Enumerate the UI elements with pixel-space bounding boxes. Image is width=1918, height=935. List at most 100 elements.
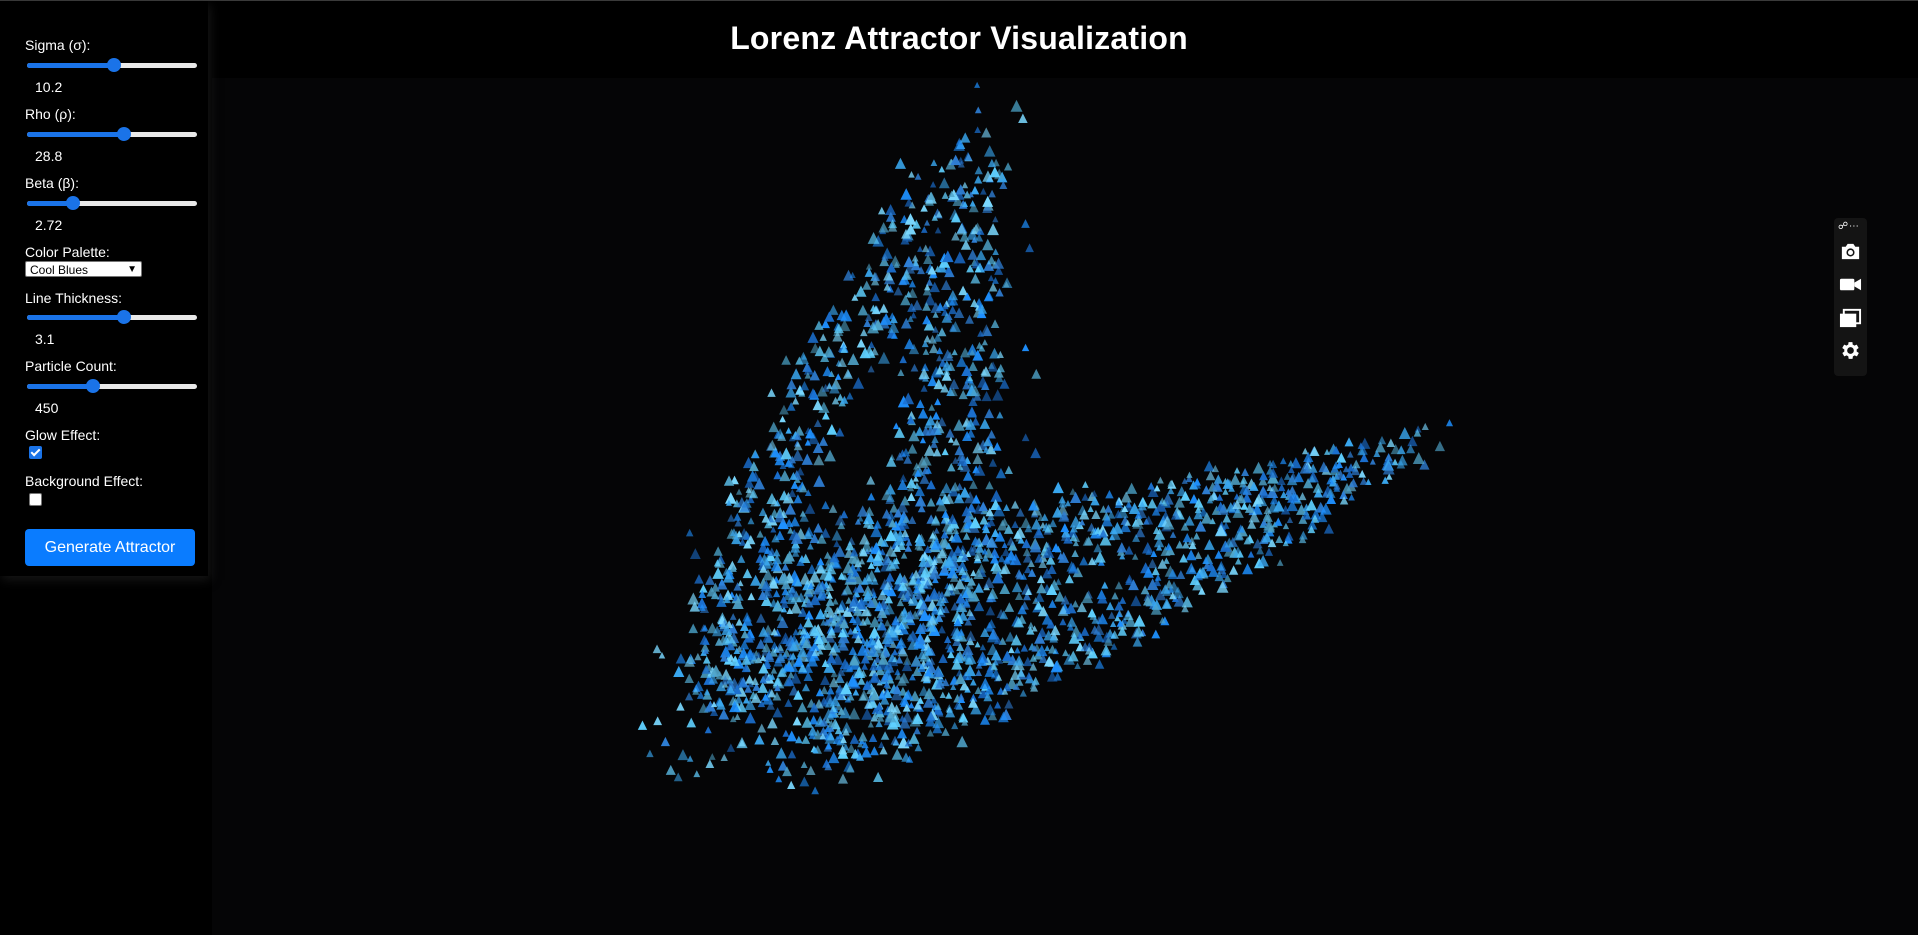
link-icon[interactable]: ☍ (1838, 221, 1848, 232)
palette-select[interactable]: Cool Blues ▼ (25, 261, 142, 277)
attractor-particle (793, 441, 803, 451)
attractor-particle (1048, 599, 1057, 608)
attractor-particle (945, 542, 953, 550)
attractor-particle (782, 492, 795, 504)
attractor-particle (722, 571, 735, 583)
attractor-particle (673, 665, 685, 678)
attractor-particle (959, 605, 967, 612)
attractor-particle (1025, 243, 1034, 253)
attractor-canvas[interactable] (212, 78, 1918, 935)
attractor-particle (879, 303, 889, 313)
attractor-particle (1001, 650, 1013, 662)
attractor-particle (1069, 533, 1078, 541)
attractor-particle (803, 364, 814, 375)
attractor-particle (751, 471, 760, 480)
attractor-particle (901, 268, 913, 280)
attractor-particle (924, 219, 931, 226)
attractor-particle (932, 311, 939, 318)
glow-checkbox[interactable] (29, 446, 42, 459)
attractor-particle (1029, 654, 1038, 662)
attractor-particle (957, 463, 964, 470)
slider-thumb[interactable] (106, 58, 121, 72)
video-icon[interactable] (1839, 273, 1862, 296)
attractor-particle (860, 605, 872, 617)
attractor-particle (715, 670, 725, 680)
attractor-particle (945, 313, 953, 321)
attractor-particle (995, 467, 1007, 479)
attractor-particle (942, 302, 949, 310)
background-checkbox[interactable] (29, 493, 42, 506)
windows-icon[interactable] (1839, 306, 1862, 329)
attractor-particle (1377, 435, 1387, 445)
attractor-particle (766, 701, 775, 710)
attractor-particle (757, 590, 768, 600)
attractor-particle (871, 292, 880, 302)
slider-thumb[interactable] (65, 196, 80, 210)
attractor-particle (955, 672, 967, 684)
attractor-particle (929, 695, 938, 704)
attractor-particle (1301, 447, 1309, 455)
attractor-particle (970, 273, 981, 284)
attractor-particle (1072, 540, 1079, 547)
attractor-particle (969, 516, 982, 529)
attractor-particle (830, 670, 838, 678)
attractor-particle (999, 610, 1009, 620)
attractor-particle (1385, 473, 1393, 480)
attractor-particle (863, 699, 873, 709)
attractor-particle (887, 625, 899, 638)
attractor-particle (1151, 567, 1160, 576)
camera-icon[interactable] (1839, 240, 1862, 263)
slider-thumb[interactable] (116, 127, 131, 141)
attractor-particle (866, 598, 876, 608)
attractor-particle (1137, 496, 1148, 507)
attractor-particle (637, 720, 648, 730)
thickness-slider[interactable] (27, 309, 197, 325)
gear-icon[interactable] (1839, 339, 1862, 362)
attractor-particle (867, 321, 880, 334)
attractor-particle (901, 752, 911, 762)
attractor-particle (921, 466, 930, 475)
attractor-particle (927, 191, 936, 200)
attractor-particle (962, 532, 971, 540)
attractor-particle (998, 711, 1009, 723)
attractor-particle (823, 570, 834, 581)
attractor-particle (862, 519, 871, 528)
attractor-particle (952, 527, 960, 534)
attractor-particle (744, 684, 753, 693)
attractor-particle (826, 424, 838, 435)
more-icon[interactable]: ⋯ (1848, 221, 1859, 232)
attractor-particle (704, 700, 716, 712)
attractor-particle (816, 533, 827, 544)
attractor-particle (875, 702, 884, 711)
sigma-slider[interactable] (27, 57, 197, 73)
attractor-particle (1123, 610, 1134, 620)
attractor-particle (886, 285, 894, 293)
attractor-particle (1365, 478, 1372, 485)
attractor-particle (837, 731, 845, 739)
attractor-particle (894, 157, 907, 169)
beta-slider[interactable] (27, 195, 197, 211)
attractor-particle (1175, 540, 1184, 549)
attractor-particle (979, 418, 991, 429)
attractor-particle (933, 378, 944, 390)
attractor-particle (757, 699, 766, 708)
attractor-particle (910, 363, 919, 372)
slider-fill (27, 315, 124, 320)
attractor-particle (874, 565, 881, 573)
attractor-particle (729, 715, 737, 723)
slider-thumb[interactable] (86, 379, 101, 393)
attractor-particle (729, 528, 738, 537)
rho-slider[interactable] (27, 126, 197, 142)
attractor-particle (974, 543, 985, 553)
particles-slider[interactable] (27, 378, 197, 394)
slider-thumb[interactable] (116, 310, 131, 324)
attractor-particle (934, 398, 942, 406)
attractor-particle (1074, 662, 1081, 670)
attractor-particle (855, 598, 867, 610)
attractor-particle (777, 576, 787, 585)
attractor-particle (696, 691, 705, 699)
attractor-particle (1187, 536, 1197, 546)
generate-attractor-button[interactable]: Generate Attractor (25, 529, 195, 566)
attractor-particle (962, 598, 971, 607)
attractor-particle (812, 399, 824, 411)
